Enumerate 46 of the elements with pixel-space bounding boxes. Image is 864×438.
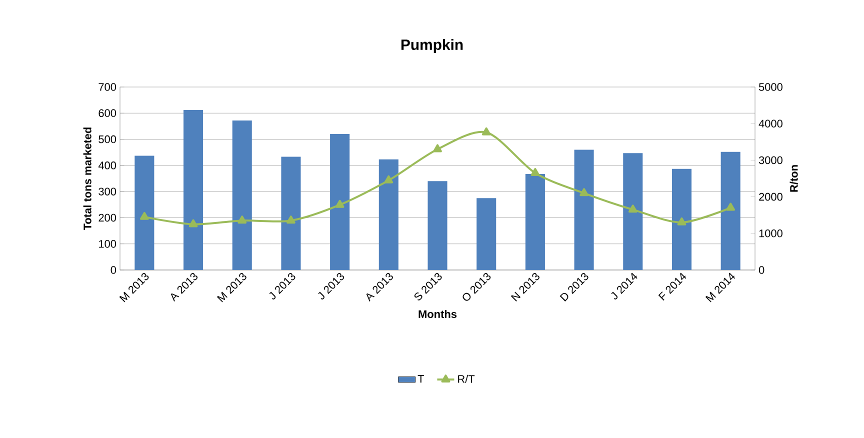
bar	[378, 159, 398, 270]
point	[335, 200, 344, 208]
y2-tick-label: 2000	[759, 192, 782, 201]
bar	[672, 168, 692, 270]
y-axis-title: Total tons marketed	[83, 128, 92, 230]
bar	[428, 181, 448, 270]
point	[726, 202, 736, 211]
bar	[281, 156, 301, 270]
legend-label: T	[418, 375, 424, 383]
x-axis-title: Months	[418, 310, 457, 318]
bar	[525, 174, 545, 270]
y2-tick-label: 4000	[758, 120, 782, 128]
bar	[330, 134, 350, 270]
bar	[574, 150, 594, 270]
y-tick-label: 100	[99, 240, 116, 248]
point	[628, 204, 638, 213]
point	[140, 212, 149, 220]
y-tick-label: 700	[98, 83, 116, 91]
point	[433, 144, 442, 152]
bar	[720, 152, 740, 270]
y-tick-label: 600	[98, 109, 116, 118]
y2-tick-label: 0	[758, 266, 764, 274]
y2-tick-label: 5000	[758, 83, 782, 91]
point	[238, 216, 247, 224]
y-tick-label: 300	[98, 188, 116, 196]
bar	[184, 110, 204, 270]
point	[188, 219, 198, 228]
point	[384, 175, 394, 184]
y-tick-label: 400	[98, 162, 116, 170]
bar	[476, 198, 496, 270]
y-tick-label: 500	[98, 135, 116, 144]
y-tick-label: 0	[110, 266, 116, 274]
y2-tick-label: 3000	[758, 156, 782, 164]
chart-title: Pumpkin	[401, 39, 463, 53]
bar	[134, 156, 154, 270]
point	[677, 217, 686, 226]
bar	[623, 153, 643, 270]
point	[580, 188, 588, 196]
point	[482, 127, 491, 136]
y2-tick-label: 1000	[759, 230, 782, 238]
y2-axis-title: R/ton	[790, 165, 798, 192]
bar	[232, 120, 252, 270]
point	[286, 216, 296, 224]
point	[530, 168, 540, 176]
legend-label: R/T	[458, 374, 475, 383]
y-tick-label: 200	[98, 214, 116, 222]
